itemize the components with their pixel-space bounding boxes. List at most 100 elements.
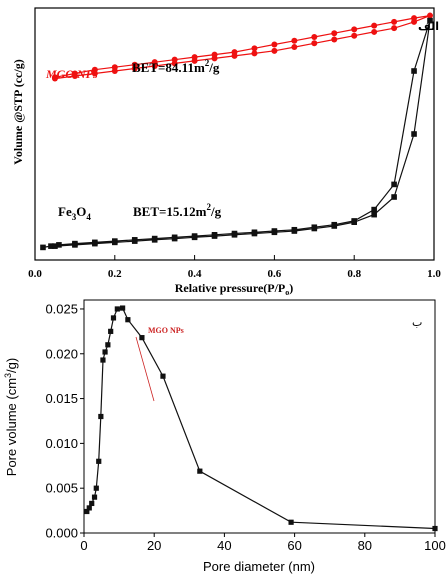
- pore-point: [197, 468, 203, 474]
- isotherm-point: [311, 225, 318, 232]
- pore-y-tick-label: 0.025: [45, 301, 78, 316]
- isotherm-point: [391, 181, 397, 188]
- isotherm-point: [391, 194, 397, 200]
- isotherm-point: [427, 12, 434, 19]
- isotherm-panel-label: الف: [418, 21, 439, 33]
- isotherm-point: [191, 54, 198, 61]
- isotherm-point: [411, 68, 417, 74]
- isotherm-point: [391, 18, 398, 25]
- isotherm-point: [411, 15, 418, 22]
- isotherm-point: [72, 242, 78, 248]
- isotherm-series-group: [40, 12, 434, 251]
- isotherm-point: [251, 45, 258, 52]
- pore-point: [160, 373, 166, 379]
- isotherm-x-tick-label: 0.2: [108, 268, 122, 280]
- pore-point: [114, 306, 120, 312]
- isotherm-point: [371, 211, 377, 218]
- isotherm-point: [251, 230, 258, 237]
- pore-point: [98, 413, 104, 420]
- pore-series-group: [84, 305, 438, 532]
- isotherm-x-ticks: 0.0 0.2 0.4 0.6 0.8 1.0: [28, 255, 441, 280]
- isotherm-point: [351, 32, 358, 39]
- isotherm-point: [131, 238, 138, 244]
- isotherm-point: [271, 47, 278, 54]
- isotherm-x-tick-label: 0.4: [188, 268, 202, 280]
- pore-panel-label: ب: [412, 317, 422, 329]
- isotherm-point: [40, 244, 46, 251]
- isotherm-point: [48, 243, 54, 249]
- pore-point: [91, 494, 98, 500]
- pore-point: [105, 342, 111, 348]
- pore-point: [125, 317, 131, 323]
- pore-x-tick-label: 80: [358, 538, 372, 553]
- pore-point: [288, 519, 294, 525]
- pore-y-axis-label: Pore volume (cm3/g): [3, 358, 19, 476]
- pore-point: [120, 305, 126, 311]
- isotherm-x-tick-label: 0.0: [28, 268, 42, 280]
- pore-x-tick-label: 100: [424, 538, 446, 553]
- pore-point: [139, 335, 145, 341]
- isotherm-point: [91, 66, 98, 73]
- isotherm-point: [291, 37, 298, 44]
- isotherm-point: [112, 239, 118, 246]
- isotherm-point: [411, 131, 417, 137]
- pore-point: [432, 525, 438, 532]
- isotherm-point: [331, 36, 338, 43]
- pore-y-tick-label: 0.020: [45, 346, 78, 361]
- pore-y-tick-label: 0.005: [45, 481, 78, 496]
- pore-point: [102, 349, 108, 355]
- isotherm-point: [71, 70, 78, 77]
- pore-y-tick-label: 0.010: [45, 436, 78, 451]
- isotherm-point: [211, 51, 218, 58]
- isotherm-point: [251, 50, 258, 57]
- isotherm-x-tick-label: 1.0: [427, 268, 441, 280]
- isotherm-y-axis-label: Volume @STP (cc/g): [11, 59, 25, 164]
- pore-plot-frame: [83, 299, 436, 534]
- isotherm-point: [131, 61, 138, 68]
- isotherm-x-axis-label: Relative pressure(P/Po): [175, 281, 294, 297]
- annotation-leader-line: [135, 336, 155, 402]
- isotherm-point: [331, 223, 338, 229]
- isotherm-point: [311, 33, 318, 40]
- isotherm-x-tick-label: 0.8: [347, 268, 361, 280]
- pore-axis-ticks: 0 20 40 60 80 100 0.000 0.005 0.010 0.015 0.020 0.0…: [45, 301, 445, 553]
- isotherm-point: [191, 234, 198, 241]
- pore-y-tick-label: 0.015: [45, 391, 78, 406]
- pore-y-tick-label: 0.000: [45, 526, 78, 541]
- isotherm-point: [171, 56, 178, 63]
- isotherm-point: [231, 232, 238, 238]
- isotherm-point: [151, 237, 158, 243]
- isotherm-point: [427, 17, 433, 24]
- pore-series-annotation: MGO NPs: [148, 326, 184, 335]
- pore-x-tick-label: 40: [217, 538, 231, 553]
- pore-point: [108, 328, 114, 334]
- pore-x-tick-label: 0: [80, 538, 87, 553]
- pore-point: [93, 485, 99, 491]
- isotherm-point: [291, 228, 298, 234]
- isotherm-point: [371, 22, 378, 29]
- isotherm-point: [311, 40, 318, 47]
- isotherm-point: [371, 206, 377, 213]
- pore-point: [86, 505, 92, 511]
- isotherm-point: [56, 242, 62, 248]
- isotherm-plot-frame: [34, 7, 435, 261]
- isotherm-chart: 0.0 0.2 0.4 0.6 0.8 1.0 الف Relative pressure…: [11, 7, 441, 297]
- pore-x-tick-label: 20: [147, 538, 161, 553]
- bet-annotation-mgo: BET=84.11m2/g: [132, 58, 220, 75]
- isotherm-x-tick-label: 0.6: [268, 268, 282, 280]
- pore-x-axis-label: Pore diameter (nm): [203, 559, 315, 574]
- isotherm-point: [211, 233, 218, 239]
- isotherm-point: [391, 25, 398, 32]
- isotherm-point: [351, 219, 357, 225]
- isotherm-point: [331, 30, 338, 37]
- series-label-fe3o4: Fe3O4: [58, 204, 91, 222]
- isotherm-point: [171, 235, 178, 242]
- isotherm-point: [52, 243, 58, 249]
- isotherm-point: [271, 229, 278, 236]
- pore-point: [84, 508, 90, 515]
- isotherm-point: [291, 44, 298, 51]
- pore-line-0: [86, 307, 436, 530]
- isotherm-point: [371, 28, 378, 35]
- pore-x-tick-label: 60: [287, 538, 301, 553]
